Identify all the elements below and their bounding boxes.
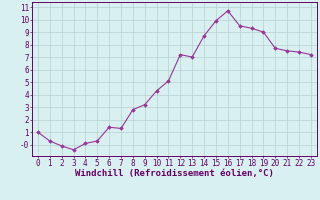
X-axis label: Windchill (Refroidissement éolien,°C): Windchill (Refroidissement éolien,°C) <box>75 169 274 178</box>
